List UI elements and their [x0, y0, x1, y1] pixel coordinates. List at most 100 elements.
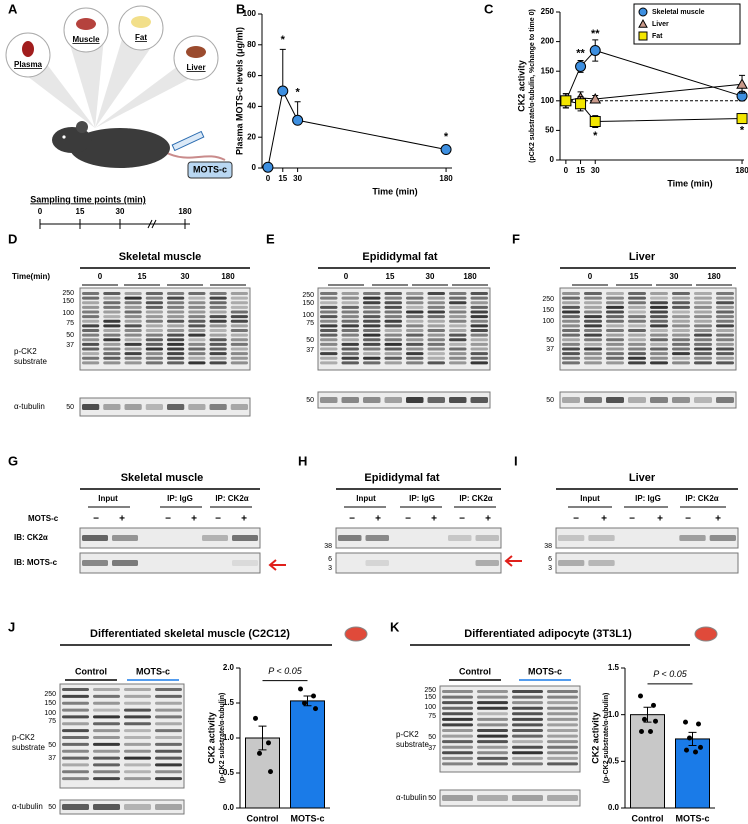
- blot-band: [716, 347, 734, 351]
- blot-band: [716, 310, 734, 314]
- blot-band: [82, 329, 100, 332]
- blot-band: [606, 319, 624, 323]
- blot-band: [103, 338, 121, 342]
- blot-band: [606, 324, 624, 328]
- group-label: Input: [580, 494, 600, 503]
- blot-band: [384, 324, 402, 328]
- blot-band: [93, 701, 120, 705]
- blot-band: [449, 315, 467, 319]
- blot-band: [167, 305, 185, 309]
- blot-band: [584, 329, 602, 332]
- mw-marker: 75: [428, 713, 436, 720]
- blot: [79, 397, 251, 417]
- error-bar: [258, 725, 267, 751]
- blot-band: [188, 356, 206, 360]
- group-label: IP: CK2α: [685, 494, 718, 503]
- data-point: [683, 719, 688, 725]
- panel-letter: A: [8, 1, 18, 16]
- panel-letter: I: [514, 453, 518, 468]
- blot-band: [155, 722, 182, 726]
- blot-band: [672, 342, 690, 346]
- blot: [559, 391, 737, 409]
- blot-band: [477, 745, 508, 749]
- blot-band: [672, 296, 690, 300]
- blot-band: [124, 701, 151, 705]
- blot-band: [406, 319, 424, 323]
- blot-band: [230, 356, 248, 360]
- blot-band: [155, 701, 182, 705]
- blot-band: [124, 347, 142, 351]
- blot-band: [82, 305, 100, 309]
- timepoint-label: 15: [386, 272, 395, 281]
- organ-icon: [76, 18, 96, 30]
- blot: [79, 552, 261, 574]
- blot-band: [62, 701, 89, 705]
- blot-band: [155, 770, 182, 774]
- blot-band: [341, 356, 359, 360]
- blot-band: [512, 734, 543, 738]
- blot-band: [588, 560, 615, 566]
- blot-band: [188, 347, 206, 351]
- row-label: p-CK2: [396, 730, 419, 739]
- blot-band: [155, 749, 182, 753]
- blot-band: [188, 342, 206, 346]
- blot-band: [209, 324, 227, 328]
- blot-band: [477, 751, 508, 755]
- y-tick-label: 0.0: [223, 803, 235, 812]
- blot-band: [145, 324, 163, 328]
- blot-band: [341, 342, 359, 346]
- treatment-sign: −: [405, 514, 411, 525]
- blot-band: [93, 804, 120, 810]
- drug-box: [187, 161, 233, 179]
- blot-band: [709, 535, 736, 541]
- blot-band: [584, 361, 602, 365]
- y-tick-label: 50: [545, 126, 554, 135]
- blot-band: [562, 397, 580, 403]
- blot-band: [470, 305, 488, 309]
- blot-band: [470, 338, 488, 342]
- mw-marker: 37: [66, 342, 74, 349]
- blot-band: [547, 701, 578, 705]
- y-tick-label: 20: [247, 132, 256, 141]
- y-tick-label: 0.0: [608, 803, 620, 812]
- blot-band: [124, 361, 142, 365]
- blot-band: [124, 301, 142, 305]
- blot-band: [449, 305, 467, 309]
- bar: [675, 738, 710, 809]
- group-label: IP: IgG: [635, 494, 661, 503]
- blot-band: [427, 352, 445, 356]
- blot-band: [606, 292, 624, 295]
- blot-band: [406, 352, 424, 356]
- blot-band: [427, 292, 445, 295]
- blot-band: [449, 292, 467, 295]
- blot-band: [672, 338, 690, 342]
- treatment-sign: +: [715, 514, 721, 525]
- bar: [630, 714, 665, 809]
- panel-letter: J: [8, 619, 15, 634]
- red-arrow: [268, 559, 286, 571]
- blot-band: [449, 296, 467, 300]
- blot-band: [188, 319, 206, 323]
- blot-band: [155, 708, 182, 712]
- blot-band: [384, 338, 402, 342]
- mw-marker: 100: [424, 704, 436, 711]
- blot-band: [363, 361, 381, 365]
- blot-band: [470, 301, 488, 305]
- blot-band: [477, 723, 508, 727]
- blot-band: [449, 301, 467, 305]
- mw-marker: 6: [548, 556, 552, 563]
- y-tick-label: 0: [252, 163, 257, 172]
- blot-band: [230, 352, 248, 356]
- blot-band: [547, 717, 578, 721]
- organ-label: Muscle: [72, 35, 100, 44]
- blot-band: [427, 301, 445, 305]
- blot-band: [562, 310, 580, 314]
- blot: [335, 527, 502, 549]
- blot-band: [93, 749, 120, 753]
- blot-band: [562, 333, 580, 337]
- blot-band: [427, 347, 445, 351]
- blot-band: [188, 329, 206, 332]
- y-tick-label: 60: [247, 71, 256, 80]
- data-point: [648, 728, 653, 734]
- blot-band: [475, 535, 499, 541]
